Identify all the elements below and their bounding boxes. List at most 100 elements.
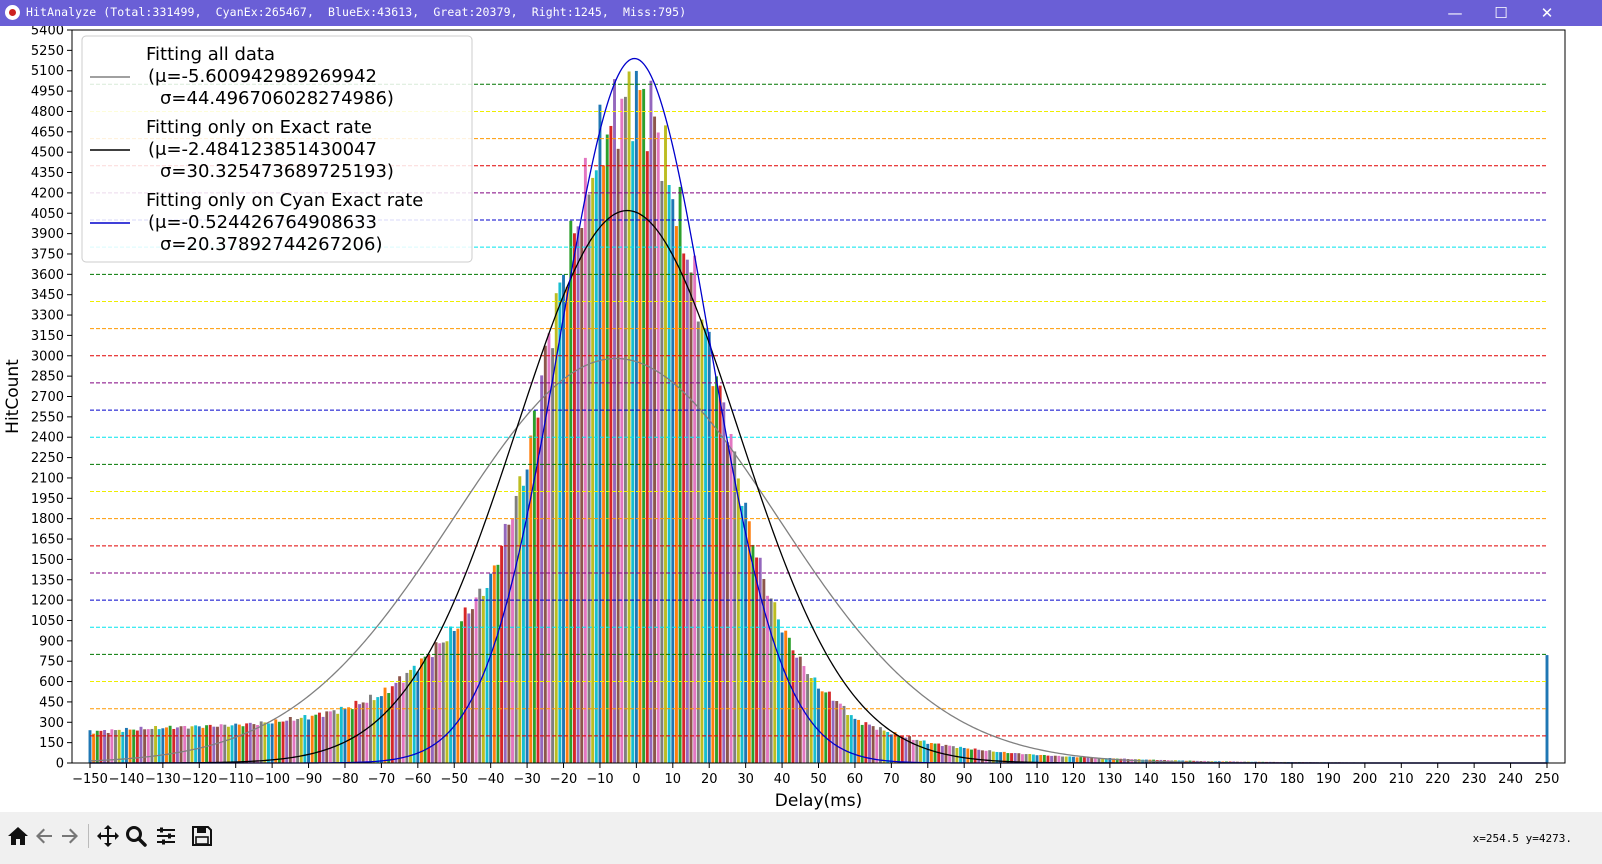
y-tick-label: 4200 (31, 186, 64, 201)
histogram-bar (226, 726, 230, 763)
histogram-bar (369, 694, 372, 763)
configure-subplots-icon[interactable] (154, 824, 178, 848)
histogram-bar (580, 228, 584, 763)
y-tick-label: 5100 (31, 64, 64, 79)
histogram-bar (336, 713, 340, 763)
histogram-bar (132, 729, 136, 763)
maximize-icon[interactable]: ☐ (1494, 4, 1508, 22)
histogram-bar (387, 693, 391, 763)
histogram-bar (532, 410, 536, 763)
histogram-bar (904, 737, 908, 763)
histogram-bar (576, 226, 580, 763)
histogram-bar (321, 716, 325, 763)
histogram-bar (868, 724, 871, 763)
histogram-bar (1010, 753, 1014, 763)
histogram-bar (441, 642, 445, 763)
histogram-bar (99, 730, 103, 763)
x-tick-label: −90 (295, 772, 322, 787)
histogram-bar (540, 375, 544, 763)
histogram-bar (787, 637, 791, 763)
histogram-bar (809, 678, 813, 763)
y-tick-label: 1950 (31, 492, 64, 507)
x-tick-label: 40 (774, 772, 791, 787)
forward-arrow-icon[interactable] (58, 824, 82, 848)
histogram-bar (598, 104, 602, 764)
histogram-bar (1046, 755, 1050, 763)
histogram-bar (766, 595, 769, 763)
histogram-bar (146, 729, 150, 763)
histogram-bar (270, 723, 274, 763)
x-tick-label: 30 (737, 772, 754, 787)
histogram-bar (988, 750, 992, 763)
histogram-bar (263, 722, 267, 763)
histogram-bar (460, 621, 463, 763)
x-tick-label: 160 (1207, 772, 1232, 787)
app-icon (5, 5, 20, 20)
save-icon[interactable] (190, 824, 214, 848)
histogram-bar (784, 630, 788, 763)
histogram-bar (248, 722, 252, 763)
y-tick-label: 2700 (31, 390, 64, 405)
histogram-bar (285, 720, 289, 763)
y-tick-label: 4500 (31, 146, 64, 161)
histogram-bar (762, 578, 766, 763)
zoom-icon[interactable] (124, 824, 148, 848)
histogram-bar (485, 587, 489, 763)
histogram-bar (984, 750, 988, 763)
histogram-bar (1017, 753, 1021, 763)
close-icon[interactable]: ✕ (1540, 4, 1554, 22)
histogram-bar (900, 736, 904, 763)
histogram-bar (780, 632, 784, 763)
histogram-bar (664, 125, 667, 763)
histogram-bar (827, 691, 831, 763)
histogram-bar (241, 726, 245, 763)
histogram-bar (645, 151, 649, 764)
histogram-bar (653, 116, 657, 763)
histogram-chart[interactable]: −150 −140 −130 −120 −110 −100 −90 −80 −70 −60 −50−… (0, 24, 1602, 812)
x-tick-label: 20 (701, 772, 718, 787)
histogram-bar (776, 619, 780, 763)
histogram-bar (551, 348, 555, 763)
histogram-bar (842, 705, 846, 763)
histogram-bar (303, 715, 307, 763)
x-tick-label: −120 (181, 772, 217, 787)
histogram-bar (642, 88, 646, 763)
histogram-bar (354, 700, 358, 763)
pan-icon[interactable] (96, 824, 120, 848)
y-tick-label: 4800 (31, 105, 64, 120)
histogram-bar (609, 125, 613, 763)
histogram-bar (205, 725, 209, 763)
legend-sigma: σ=44.496706028274986) (160, 88, 394, 109)
histogram-bar (514, 495, 518, 763)
histogram-bar (194, 725, 198, 763)
y-tick-label: 3750 (31, 247, 64, 262)
histogram-bar (980, 750, 984, 763)
histogram-bar (401, 682, 405, 763)
x-tick-label: 10 (665, 772, 682, 787)
histogram-bar (1068, 756, 1072, 763)
home-icon[interactable] (6, 824, 30, 848)
histogram-bar (878, 727, 882, 763)
minimize-icon[interactable]: — (1447, 4, 1463, 22)
back-arrow-icon[interactable] (32, 824, 56, 848)
histogram-bar (372, 700, 376, 763)
histogram-bar (139, 726, 143, 763)
x-tick-label: −30 (513, 772, 540, 787)
histogram-bar (452, 630, 456, 763)
x-tick-label: 90 (956, 772, 973, 787)
histogram-bar (1053, 755, 1057, 763)
histogram-bar (791, 650, 795, 763)
histogram-bar (889, 734, 893, 763)
legend-box (81, 35, 473, 263)
x-tick-label: 210 (1389, 772, 1414, 787)
histogram-bar (667, 185, 671, 763)
histogram-bar (1093, 757, 1097, 763)
histogram-bar (135, 730, 139, 763)
histogram-bar (1057, 755, 1061, 763)
histogram-bar (1006, 753, 1010, 763)
plot-area[interactable]: −150 −140 −130 −120 −110 −100 −90 −80 −70 −60 −50−… (0, 24, 1602, 812)
x-tick-label: 140 (1134, 772, 1159, 787)
x-tick-label: −140 (109, 772, 145, 787)
histogram-bar (773, 602, 777, 763)
histogram-bar (1086, 757, 1090, 763)
